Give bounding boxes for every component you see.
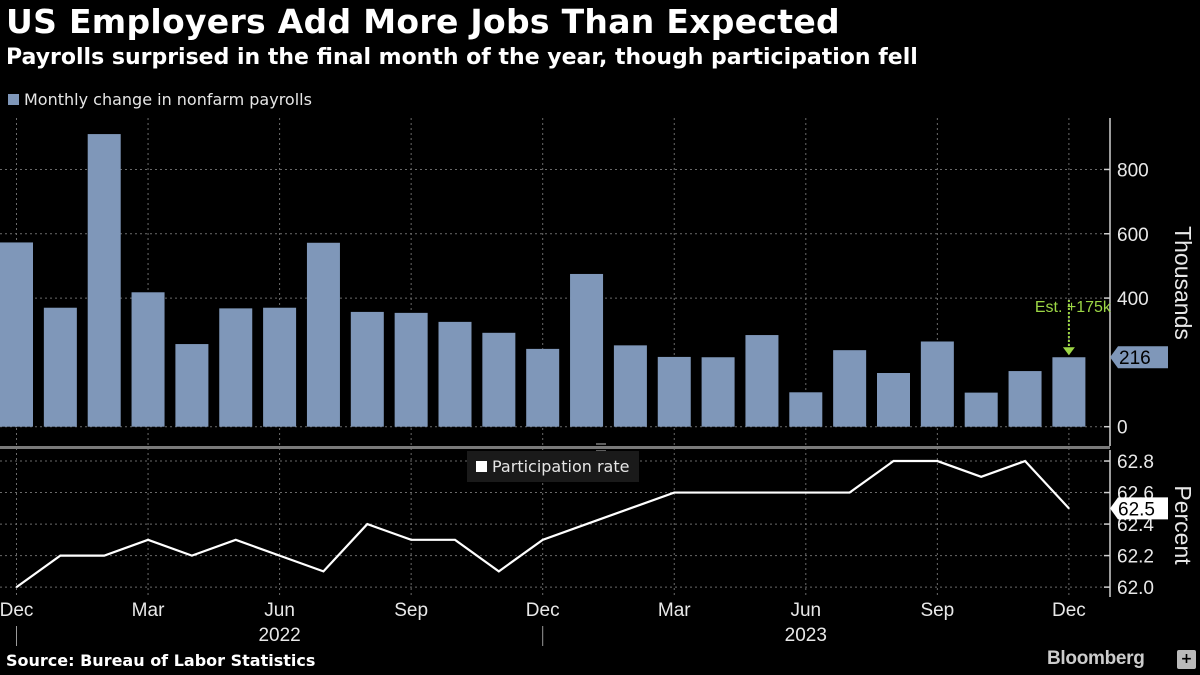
payroll-bar-aug-2022 (350, 311, 384, 427)
estimate-annotation-arrowhead (1062, 347, 1075, 356)
bar-legend: Monthly change in nonfarm payrolls (8, 90, 312, 109)
line-y-tick-label: 62.8 (1117, 452, 1154, 473)
participation-point-10 (454, 539, 456, 541)
bar-y-tick-label: 600 (1117, 225, 1149, 246)
line-y-axis-title: Percent (1170, 485, 1196, 565)
participation-point-20 (892, 460, 895, 462)
participation-point-6 (278, 554, 281, 557)
payroll-bar-dec-2022 (526, 348, 560, 427)
line-last-value-label: 62.5 (1118, 499, 1155, 520)
payroll-bar-may-2022 (219, 308, 253, 427)
line-y-tick-label: 62.2 (1117, 547, 1154, 568)
payroll-bar-jan-2023 (570, 273, 604, 427)
x-tick-label-jun: Jun (264, 600, 295, 621)
participation-point-17 (761, 491, 763, 494)
x-year-label-2023: 2023 (785, 625, 827, 646)
payroll-bar-oct-2022 (438, 321, 472, 427)
participation-point-2 (103, 554, 105, 557)
participation-point-12 (541, 539, 544, 541)
x-tick-label-dec: Dec (0, 600, 33, 621)
participation-point-22 (980, 475, 982, 478)
payroll-bar-mar-2023 (657, 356, 691, 427)
participation-point-13 (585, 523, 588, 525)
participation-point-19 (848, 491, 851, 494)
participation-point-24 (1068, 507, 1070, 510)
participation-point-3 (147, 539, 149, 541)
estimate-annotation-label: Est. +175k (1035, 299, 1112, 316)
payroll-bar-jun-2023 (789, 392, 823, 427)
payroll-bar-dec-2021 (0, 242, 33, 427)
line-legend: Participation rate (467, 451, 640, 482)
bar-last-value-label: 216 (1119, 348, 1151, 369)
payroll-bar-jul-2023 (833, 350, 867, 427)
source-note: Source: Bureau of Labor Statistics (6, 651, 316, 670)
chart-subtitle: Payrolls surprised in the final month of… (6, 45, 918, 70)
payroll-bar-nov-2023 (1008, 371, 1042, 427)
x-tick-label-mar: Mar (658, 600, 691, 621)
participation-point-14 (629, 507, 632, 510)
bloomberg-logo: Bloomberg (1047, 648, 1145, 669)
x-year-label-2022: 2022 (258, 625, 300, 646)
participation-point-11 (498, 570, 500, 573)
x-tick-label-sep: Sep (920, 600, 954, 621)
payroll-bar-nov-2022 (482, 332, 516, 427)
x-tick-label-dec: Dec (526, 600, 560, 621)
panel-divider (0, 446, 1110, 449)
bar-legend-label: Monthly change in nonfarm payrolls (24, 90, 312, 109)
payroll-bar-sep-2022 (394, 312, 428, 427)
payroll-bar-mar-2022 (131, 292, 165, 427)
participation-point-16 (717, 491, 719, 494)
payroll-bar-feb-2023 (613, 345, 647, 427)
participation-point-1 (59, 554, 62, 557)
chart-title: US Employers Add More Jobs Than Expected (6, 2, 840, 41)
bar-y-tick-label: 0 (1117, 418, 1128, 439)
payroll-bar-feb-2022 (87, 134, 121, 427)
participation-point-5 (234, 539, 237, 541)
participation-point-18 (805, 491, 807, 494)
payroll-bar-dec-2023 (1052, 357, 1086, 427)
line-legend-swatch (476, 461, 487, 472)
bar-y-tick-label: 800 (1117, 160, 1149, 181)
bloomberg-terminal-icon: + (1177, 650, 1196, 669)
payroll-bar-aug-2023 (877, 373, 910, 427)
participation-point-15 (673, 491, 676, 494)
participation-point-7 (322, 570, 325, 573)
payroll-bar-may-2023 (745, 335, 779, 427)
x-tick-label-jun: Jun (790, 600, 821, 621)
bar-y-axis-title: Thousands (1170, 226, 1196, 340)
payroll-bar-jun-2022 (263, 307, 297, 427)
payroll-bar-apr-2022 (175, 344, 209, 427)
line-y-tick-label: 62.4 (1117, 515, 1154, 536)
x-tick-label-dec: Dec (1052, 600, 1086, 621)
participation-point-0 (15, 586, 18, 588)
participation-point-21 (936, 460, 939, 462)
x-tick-label-mar: Mar (132, 600, 165, 621)
bar-last-value-tag (1110, 346, 1168, 369)
participation-point-4 (191, 554, 193, 557)
x-tick-label-sep: Sep (394, 600, 428, 621)
line-y-tick-label: 62.0 (1117, 578, 1154, 599)
payroll-bar-jul-2022 (306, 242, 340, 427)
payroll-bar-jan-2022 (43, 307, 77, 427)
payroll-bar-oct-2023 (964, 392, 998, 427)
line-legend-label: Participation rate (492, 457, 630, 476)
participation-point-8 (366, 523, 369, 525)
payroll-bar-sep-2023 (920, 341, 954, 427)
bar-y-tick-label: 400 (1117, 289, 1149, 310)
participation-point-23 (1024, 460, 1026, 462)
bar-legend-swatch (8, 94, 19, 105)
participation-point-9 (410, 539, 412, 541)
payroll-bar-apr-2023 (701, 357, 735, 427)
line-last-value-tag (1110, 497, 1168, 520)
